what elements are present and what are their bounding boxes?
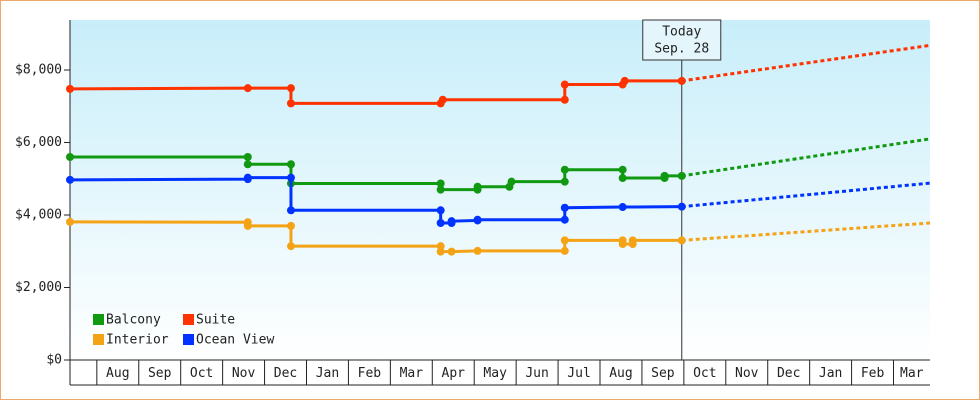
legend-swatch xyxy=(183,314,194,325)
point xyxy=(243,84,252,93)
legend-label: Balcony xyxy=(106,313,161,328)
x-tick-label: Sep xyxy=(651,366,675,381)
point xyxy=(507,177,516,186)
point xyxy=(628,236,637,245)
point xyxy=(618,165,627,174)
point xyxy=(286,221,295,230)
legend-swatch xyxy=(93,334,104,345)
point xyxy=(286,84,295,93)
point xyxy=(618,174,627,183)
point xyxy=(677,236,686,245)
legend-label: Suite xyxy=(196,313,235,328)
legend-swatch xyxy=(183,334,194,345)
point xyxy=(436,179,445,188)
point xyxy=(243,221,252,230)
x-tick-label: Dec xyxy=(777,366,800,381)
point xyxy=(436,185,445,194)
point xyxy=(286,242,295,251)
point xyxy=(618,240,627,249)
today-label: Today xyxy=(662,25,701,40)
point xyxy=(560,236,569,245)
point xyxy=(66,217,74,226)
y-tick-label: $0 xyxy=(46,353,62,368)
x-tick-label: Apr xyxy=(442,366,466,381)
point xyxy=(438,95,447,104)
x-tick-label: Nov xyxy=(735,366,759,381)
x-tick-label: Sep xyxy=(148,366,172,381)
point xyxy=(677,171,686,180)
point xyxy=(436,206,445,215)
x-tick-label: Feb xyxy=(358,366,382,381)
plot-area xyxy=(70,20,930,360)
today-label: Sep. 28 xyxy=(654,42,709,57)
point xyxy=(447,217,456,226)
point xyxy=(677,76,686,85)
x-tick-label: Aug xyxy=(609,366,632,381)
point xyxy=(560,80,569,89)
point xyxy=(560,203,569,212)
point xyxy=(436,218,445,227)
point xyxy=(243,153,252,162)
point xyxy=(560,246,569,255)
x-tick-label: Nov xyxy=(232,366,256,381)
point xyxy=(66,84,74,93)
point xyxy=(66,153,74,162)
point xyxy=(560,177,569,186)
point xyxy=(286,99,295,108)
y-tick-label: $8,000 xyxy=(15,63,62,78)
point xyxy=(677,202,686,211)
today-box xyxy=(642,19,722,61)
point xyxy=(436,247,445,256)
point xyxy=(560,95,569,104)
point xyxy=(473,246,482,255)
x-tick-label: Jun xyxy=(525,366,548,381)
x-tick-label: Mar xyxy=(900,366,924,381)
y-tick-label: $4,000 xyxy=(15,208,62,223)
point xyxy=(620,76,629,85)
x-tick-label: Oct xyxy=(693,366,716,381)
x-tick-label: Jul xyxy=(567,366,590,381)
y-tick-label: $6,000 xyxy=(15,135,62,150)
y-tick-label: $2,000 xyxy=(15,280,62,295)
point xyxy=(473,182,482,191)
point xyxy=(473,215,482,224)
point xyxy=(243,160,252,169)
point xyxy=(286,173,295,182)
point xyxy=(660,171,669,180)
x-tick-label: Jan xyxy=(819,366,842,381)
point xyxy=(618,203,627,212)
point xyxy=(560,165,569,174)
point xyxy=(447,247,456,256)
x-tick-label: May xyxy=(483,366,507,381)
x-tick-label: Dec xyxy=(274,366,297,381)
legend-label: Interior xyxy=(106,333,169,348)
legend-label: Ocean View xyxy=(196,333,274,348)
point xyxy=(560,215,569,224)
x-tick-label: Aug xyxy=(106,366,129,381)
x-tick-label: Jan xyxy=(316,366,339,381)
x-tick-label: Mar xyxy=(400,366,424,381)
series-line xyxy=(69,220,682,254)
x-tick-label: Oct xyxy=(190,366,213,381)
point xyxy=(286,160,295,169)
x-tick-label: Feb xyxy=(861,366,885,381)
point xyxy=(243,173,252,182)
legend-swatch xyxy=(93,314,104,325)
point xyxy=(286,206,295,215)
point xyxy=(66,175,74,184)
series-line xyxy=(70,155,682,192)
